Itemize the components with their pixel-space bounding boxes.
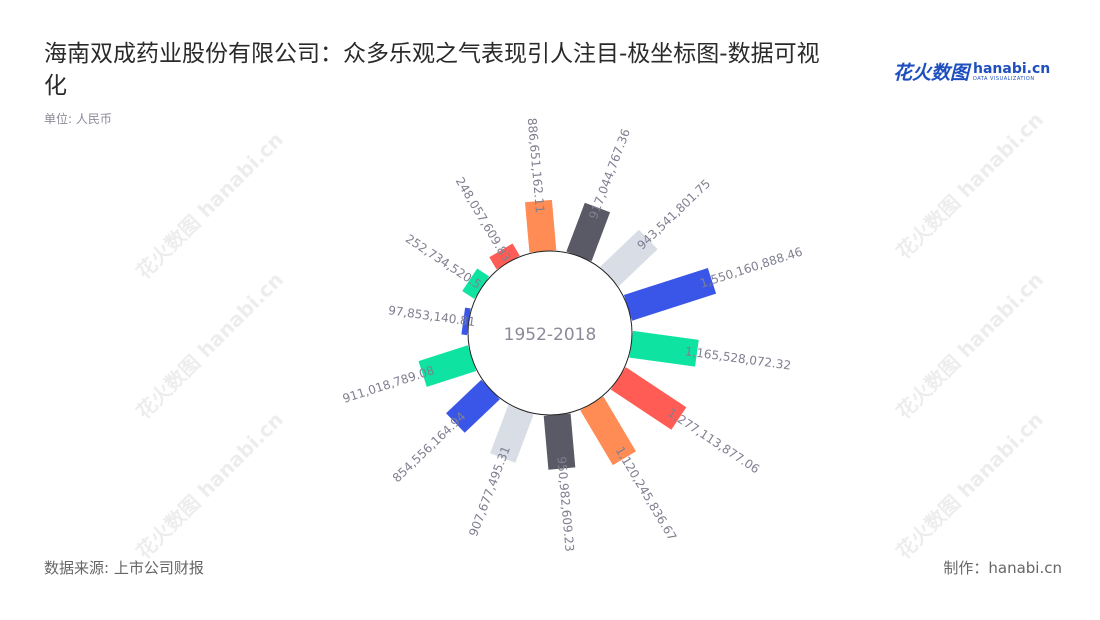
data-label: 854,556,164.94 [390, 409, 469, 485]
bar[interactable] [462, 268, 490, 299]
data-label: 252,734,520.5 [403, 232, 484, 292]
logo-tagline: DATA VISUALIZATION [973, 75, 1035, 82]
data-label: 1,120,245,836.67 [613, 444, 680, 543]
bar[interactable] [525, 199, 557, 253]
data-source: 数据来源: 上市公司财报 [44, 559, 204, 577]
data-label: 950,982,609.23 [554, 456, 576, 552]
data-label: 886,651,162.11 [525, 117, 547, 213]
center-circle [467, 250, 633, 416]
bar[interactable] [461, 307, 471, 336]
logo: 花火数图 hanabi.cn DATA VISUALIZATION [893, 58, 1050, 85]
data-label: 1,277,113,877.06 [665, 406, 762, 477]
bar[interactable] [580, 396, 637, 466]
bar[interactable] [610, 367, 687, 430]
bar[interactable] [566, 202, 611, 262]
bar[interactable] [446, 379, 500, 433]
center-label: 1952-2018 [504, 325, 597, 345]
bar[interactable] [418, 345, 477, 387]
bar[interactable] [543, 413, 576, 470]
bar[interactable] [489, 243, 520, 270]
logo-en-block: hanabi.cn DATA VISUALIZATION [973, 62, 1050, 82]
data-label: 907,677,495.31 [466, 444, 513, 538]
unit-label: 单位: 人民币 [44, 112, 112, 126]
data-label: 1,550,160,888.46 [698, 245, 804, 291]
data-label: 1,165,528,072.32 [684, 344, 792, 372]
logo-cn: 花火数图 [893, 62, 970, 84]
data-label: 248,057,609.83 [453, 175, 514, 264]
chart-title: 海南双成药业股份有限公司：众多乐观之气表现引人注目-极坐标图-数据可视化 [44, 41, 820, 99]
data-label: 943,541,801.75 [634, 177, 713, 253]
bar[interactable] [490, 404, 534, 463]
bar[interactable] [600, 229, 658, 287]
maker-credit: 制作：hanabi.cn [943, 559, 1062, 577]
bar[interactable] [623, 267, 717, 321]
data-label: 917,044,767.36 [586, 127, 633, 221]
data-label: 97,853,140.81 [387, 303, 476, 329]
bar[interactable] [629, 330, 699, 367]
data-label: 911,018,789.08 [341, 363, 436, 406]
logo-en: hanabi.cn [973, 60, 1051, 77]
